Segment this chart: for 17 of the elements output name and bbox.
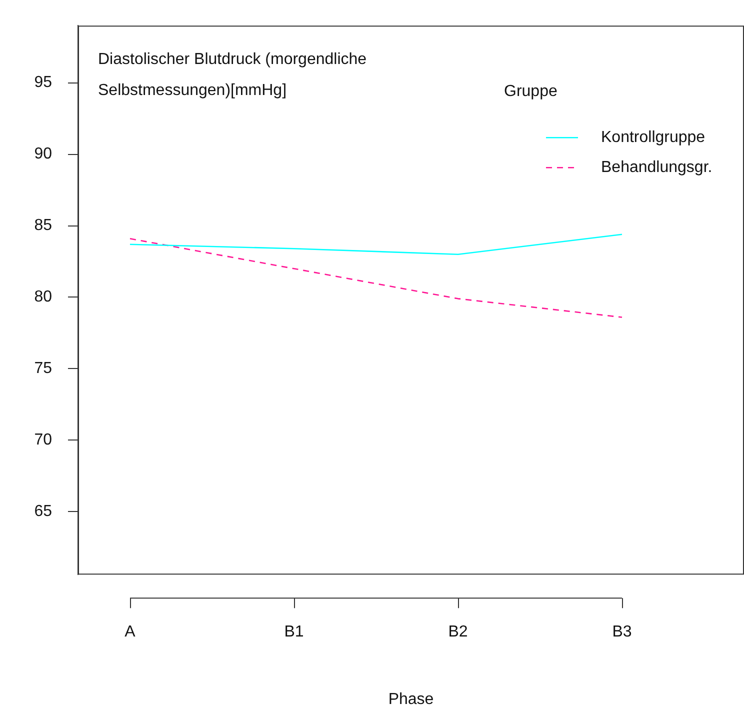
- y-tick-label: 85: [34, 217, 52, 234]
- legend-label: Kontrollgruppe: [601, 129, 706, 146]
- line-series: [129, 238, 623, 318]
- legend-title: Gruppe: [504, 83, 558, 100]
- y-tick-label: 95: [34, 74, 52, 92]
- x-axis-title: Phase: [388, 690, 434, 708]
- y-tick-label: 65: [34, 503, 52, 520]
- text: Diastolischer Blutdruck (morgendliche Selbstmessungen)[mmHg]: [98, 51, 367, 100]
- y-tick-label: 90: [34, 146, 52, 163]
- x-tick-label: B2: [448, 624, 468, 641]
- y-tick-label: 80: [34, 288, 52, 306]
- x-tick-label: A: [124, 624, 136, 641]
- y-tick-label: 70: [34, 432, 52, 449]
- legend-label: Behandlungsgr.: [601, 159, 712, 176]
- y-tick-label: 75: [34, 360, 52, 378]
- x-tick-label: B3: [612, 624, 632, 641]
- x-tick-label: B1: [284, 624, 304, 641]
